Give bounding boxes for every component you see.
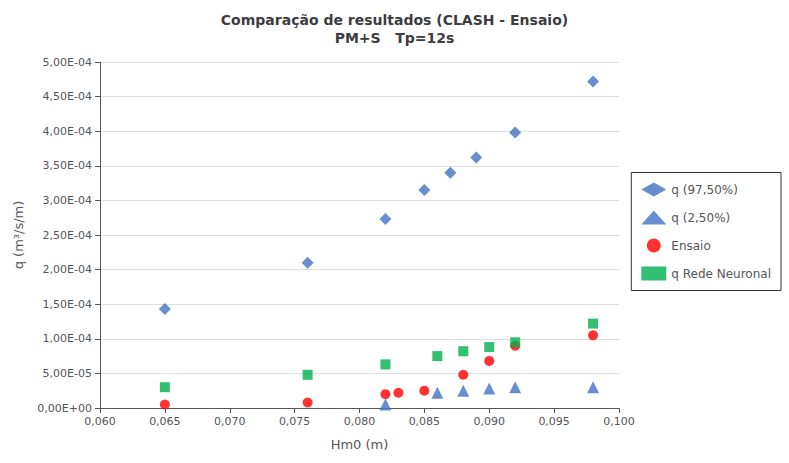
svg-text:Hm0 (m): Hm0 (m) [331,437,389,452]
svg-text:1,50E-04: 1,50E-04 [43,298,92,311]
svg-text:q (2,50%): q (2,50%) [671,211,730,225]
svg-text:3,50E-04: 3,50E-04 [43,159,92,172]
svg-text:0,065: 0,065 [149,415,181,428]
svg-text:3,00E-04: 3,00E-04 [43,194,92,207]
svg-text:PM+S Tp=12s: PM+S Tp=12s [335,30,455,46]
svg-text:2,50E-04: 2,50E-04 [43,229,92,242]
svg-text:0,070: 0,070 [214,415,246,428]
svg-text:q Rede Neuronal: q Rede Neuronal [671,267,771,281]
svg-text:q (97,50%): q (97,50%) [671,183,738,197]
svg-text:5,00E-04: 5,00E-04 [43,56,92,69]
svg-text:0,060: 0,060 [84,415,116,428]
svg-text:0,100: 0,100 [603,415,635,428]
svg-text:0,085: 0,085 [409,415,441,428]
svg-text:4,50E-04: 4,50E-04 [43,90,92,103]
svg-text:2,00E-04: 2,00E-04 [43,263,92,276]
svg-text:0,00E+00: 0,00E+00 [37,402,92,415]
svg-text:1,00E-04: 1,00E-04 [43,332,92,345]
svg-text:0,075: 0,075 [279,415,311,428]
svg-text:4,00E-04: 4,00E-04 [43,125,92,138]
svg-text:5,00E-05: 5,00E-05 [43,367,92,380]
svg-text:0,080: 0,080 [344,415,376,428]
svg-text:q (m³/s/m): q (m³/s/m) [11,201,26,270]
svg-text:0,090: 0,090 [474,415,506,428]
svg-text:Comparação de resultados (CLAS: Comparação de resultados (CLASH - Ensaio… [221,12,568,28]
svg-text:0,095: 0,095 [538,415,570,428]
svg-text:Ensaio: Ensaio [671,239,710,253]
